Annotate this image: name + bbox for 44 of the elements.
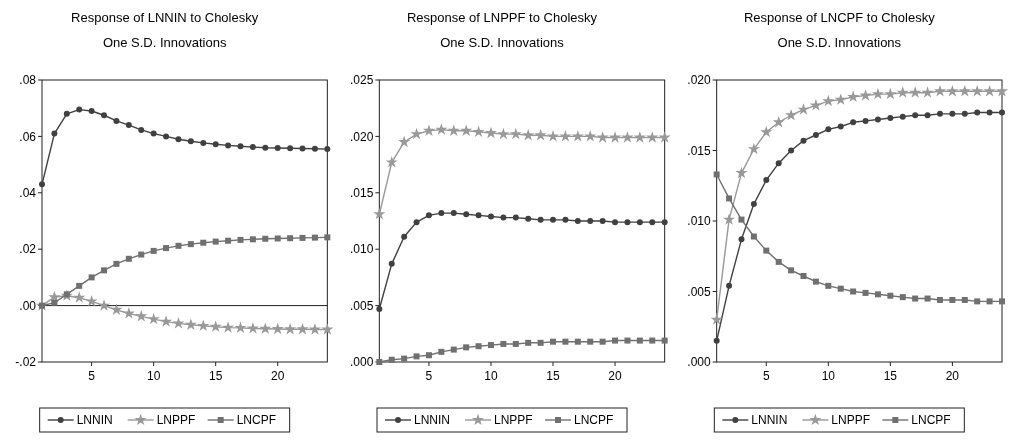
chart-title: Response of LNCPF to Cholesky bbox=[743, 10, 936, 25]
y-tick-label: .000 bbox=[687, 355, 711, 370]
y-tick-label: .005 bbox=[349, 298, 374, 313]
y-tick-label: .04 bbox=[19, 186, 37, 200]
y-tick-label: -.02 bbox=[15, 355, 37, 370]
y-tick-label: .020 bbox=[349, 129, 374, 144]
legend-label: LNPPF bbox=[494, 413, 533, 428]
y-tick-label: .005 bbox=[687, 284, 711, 299]
chart-subtitle: One S.D. Innovations bbox=[777, 35, 902, 50]
x-tick-label: 15 bbox=[883, 369, 898, 383]
x-tick-label: 5 bbox=[88, 369, 96, 383]
chart-title: Response of LNPPF to Cholesky bbox=[406, 10, 598, 25]
legend-label: LNNIN bbox=[751, 413, 788, 428]
x-tick-label: 15 bbox=[209, 369, 223, 383]
legend-label: LNNIN bbox=[414, 413, 451, 428]
y-tick-label: .015 bbox=[349, 186, 374, 200]
legend-label: LNPPF bbox=[831, 413, 871, 428]
legend-label: LNCPF bbox=[911, 413, 951, 428]
x-tick-label: 5 bbox=[425, 369, 433, 383]
y-tick-label: .06 bbox=[19, 129, 37, 144]
y-tick-label: .025 bbox=[349, 73, 374, 88]
x-tick-label: 10 bbox=[146, 369, 161, 383]
x-tick-label: 10 bbox=[821, 369, 836, 383]
y-tick-label: .02 bbox=[19, 242, 37, 257]
y-tick-label: .000 bbox=[349, 355, 374, 370]
y-tick-label: .010 bbox=[349, 242, 374, 257]
legend-label: LNCPF bbox=[236, 413, 277, 428]
legend-label: LNNIN bbox=[76, 413, 113, 428]
x-tick-label: 20 bbox=[945, 369, 960, 383]
legend-label: LNCPF bbox=[574, 413, 614, 428]
x-tick-label: 15 bbox=[546, 369, 561, 383]
y-tick-label: .08 bbox=[19, 73, 37, 88]
y-tick-label: .00 bbox=[19, 298, 37, 313]
x-tick-label: 20 bbox=[271, 369, 285, 383]
y-tick-label: .015 bbox=[687, 143, 711, 158]
x-tick-label: 10 bbox=[484, 369, 498, 383]
legend-label: LNPPF bbox=[156, 413, 196, 428]
y-tick-label: .020 bbox=[687, 73, 711, 88]
x-tick-label: 5 bbox=[762, 369, 770, 383]
chart-subtitle: One S.D. Innovations bbox=[102, 35, 227, 50]
chart-title: Response of LNNIN to Cholesky bbox=[71, 10, 259, 25]
y-tick-label: .010 bbox=[687, 214, 711, 229]
chart-subtitle: One S.D. Innovations bbox=[440, 35, 565, 50]
x-tick-label: 20 bbox=[608, 369, 623, 383]
